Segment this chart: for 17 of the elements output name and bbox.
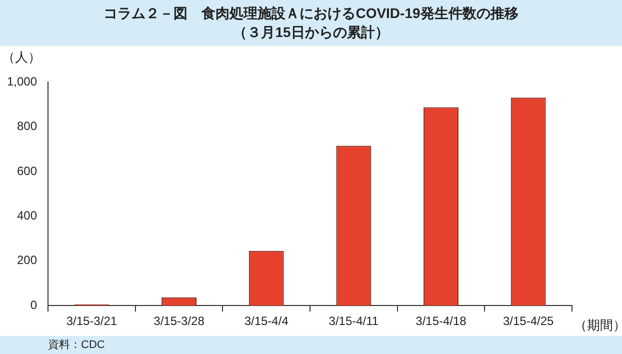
- y-tick-label: 200: [17, 253, 38, 268]
- x-tick-label: 3/15-3/21: [66, 314, 118, 328]
- y-tick-label: 600: [17, 164, 38, 178]
- y-axis-title: （人）: [2, 50, 41, 65]
- x-axis-title: （期間）: [574, 318, 622, 333]
- y-tick-label: 400: [17, 208, 38, 222]
- x-tick-label: 3/15-4/11: [328, 314, 379, 328]
- x-tick-label: 3/15-3/28: [154, 314, 205, 328]
- y-tick-label: 800: [17, 119, 38, 134]
- x-tick-label: 3/15-4/25: [502, 314, 554, 328]
- chart-title: コラム２－図 食肉処理施設ＡにおけるCOVID-19発生件数の推移: [102, 4, 520, 23]
- y-tick-label: 0: [30, 298, 38, 312]
- y-tick-label: 1,000: [7, 74, 38, 88]
- text: 資料：CDC: [48, 339, 105, 351]
- x-tick-label: 3/15-4/18: [416, 314, 467, 328]
- chart-subtitle: （３月15日からの累計）: [232, 23, 390, 42]
- x-tick-label: 3/15-4/4: [244, 314, 289, 328]
